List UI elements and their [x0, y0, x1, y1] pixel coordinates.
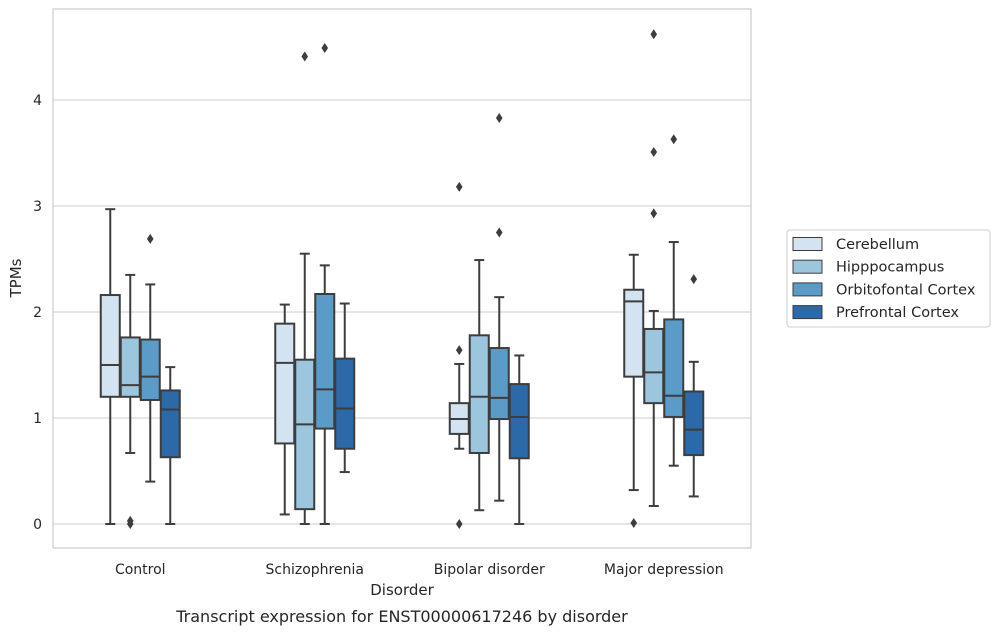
outlier-point: [455, 519, 463, 529]
outlier-point: [650, 29, 658, 40]
outlier-point: [321, 43, 329, 54]
box-3-0: [623, 253, 645, 528]
y-tick-label: 4: [33, 93, 42, 109]
legend-swatch: [792, 282, 823, 297]
box-3-2: [663, 134, 685, 467]
y-tick-label: 1: [33, 411, 42, 427]
box-body: [683, 390, 705, 457]
outlier-point: [495, 113, 503, 124]
legend-frame: [786, 229, 991, 328]
y-tick-label: 0: [33, 517, 42, 533]
y-tick-labels: 0 1 2 3 4: [33, 93, 42, 533]
legend-item: Cerebellum: [792, 237, 919, 253]
legend-swatch: [792, 237, 823, 251]
x-tick-label: Bipolar disorder: [434, 562, 545, 578]
legend-item: Hipppocampus: [792, 259, 944, 276]
y-tick-label: 3: [33, 199, 42, 215]
legend-label: Hipppocampus: [836, 260, 944, 276]
box-body: [294, 358, 316, 511]
x-axis-title: Disorder: [370, 581, 434, 599]
outlier-point: [495, 227, 503, 238]
outlier-point: [690, 274, 698, 285]
box-3-1: [643, 29, 665, 507]
box-1-0: [274, 303, 296, 516]
y-axis-title: TPMs: [7, 258, 25, 298]
legend-swatch: [792, 259, 823, 274]
box-3-3: [683, 274, 705, 498]
box-2-1: [468, 259, 490, 512]
box-0-1: [119, 273, 141, 529]
outlier-point: [126, 519, 134, 529]
box-2-2: [488, 113, 510, 502]
legend-item: Prefrontal Cortex: [792, 305, 959, 321]
outlier-point: [146, 233, 154, 244]
box-0-3: [159, 366, 181, 525]
box-0-0: [99, 208, 121, 525]
y-tick-label: 2: [33, 305, 42, 321]
legend-item: Orbitofontal Cortex: [792, 282, 976, 298]
box-2-0: [448, 181, 470, 529]
box-body: [119, 336, 141, 398]
box-groups: [99, 29, 705, 529]
outlier-point: [650, 208, 658, 219]
outlier-point: [650, 146, 658, 157]
box-body: [139, 338, 161, 401]
box-body: [488, 347, 510, 421]
box-body: [468, 334, 490, 454]
outlier-point: [455, 181, 463, 192]
x-tick-label: Major depression: [604, 562, 724, 578]
box-body: [508, 383, 530, 460]
legend-label: Prefrontal Cortex: [836, 305, 959, 321]
box-1-1: [294, 51, 316, 525]
box-body: [159, 389, 181, 459]
box-body: [663, 318, 685, 418]
box-body: [334, 357, 356, 450]
box-body: [274, 322, 296, 445]
legend: Cerebellum Hipppocampus Orbitofontal Corte…: [786, 229, 991, 328]
box-body: [643, 327, 665, 405]
outlier-point: [455, 345, 463, 356]
outlier-point: [670, 134, 678, 145]
x-tick-label: Schizophrenia: [266, 562, 364, 578]
legend-label: Cerebellum: [836, 237, 919, 253]
box-body: [314, 292, 336, 430]
box-1-2: [314, 43, 336, 525]
box-1-3: [334, 302, 356, 474]
box-0-2: [139, 233, 161, 483]
chart-caption: Transcript expression for ENST0000061724…: [175, 607, 628, 626]
grid-lines: [53, 99, 751, 525]
x-tick-labels: Control Schizophrenia Bipolar disorder Majo…: [115, 562, 724, 578]
outlier-point: [301, 51, 309, 62]
box-2-3: [508, 354, 530, 525]
legend-label: Orbitofontal Cortex: [836, 282, 976, 298]
legend-swatch: [792, 305, 823, 320]
plot-frame: [52, 8, 752, 549]
outlier-point: [630, 517, 638, 528]
box-body: [623, 288, 645, 378]
box-body: [99, 294, 121, 398]
x-tick-label: Control: [115, 562, 166, 578]
